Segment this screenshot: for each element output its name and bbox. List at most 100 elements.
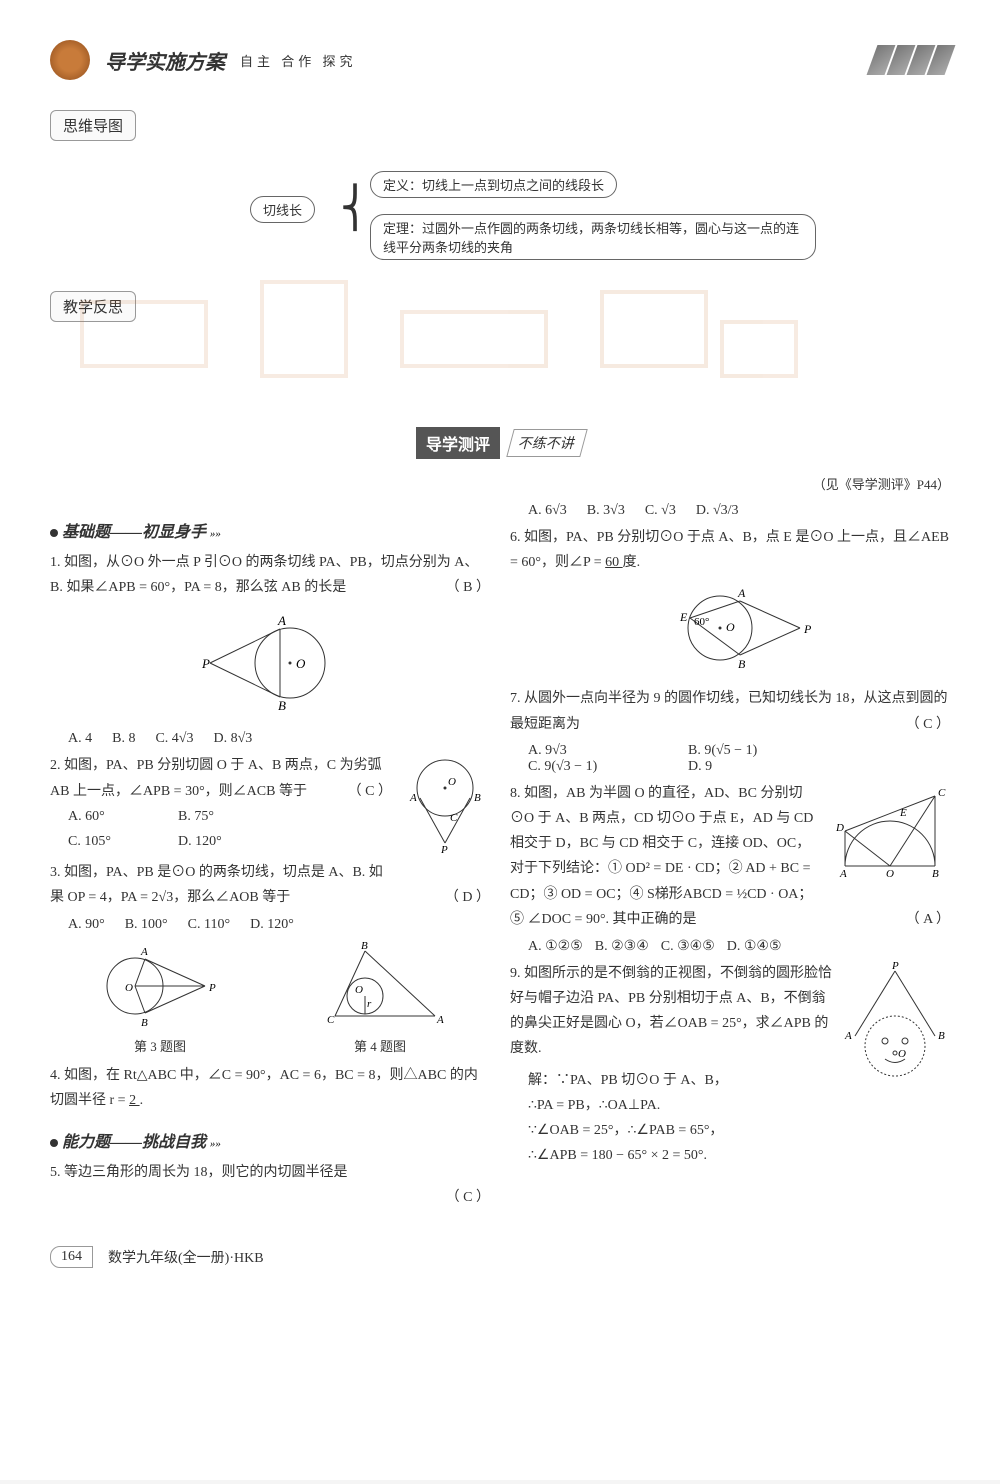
q5-opts: A. 6√3 B. 3√3 C. √3 D. √3/3: [528, 503, 950, 519]
mindmap-def: 定义：切线上一点到切点之间的线段长: [370, 171, 617, 198]
svg-text:A: A: [277, 613, 286, 628]
q3-a: A. 90°: [68, 917, 105, 933]
q3-opts: A. 90° B. 100° C. 110° D. 120°: [68, 917, 490, 933]
q7-d: D. 9: [688, 759, 712, 774]
svg-text:C: C: [450, 812, 458, 824]
eval-title: 导学测评: [416, 427, 500, 459]
brace-icon: ⎨: [340, 184, 370, 231]
svg-text:A: A: [737, 586, 746, 600]
svg-text:O: O: [448, 776, 456, 788]
svg-text:B: B: [932, 868, 939, 880]
mindmap-root: 切线长: [250, 196, 315, 223]
q2: O A B C P 2. 如图，PA、PB 分别切圆 O 于 A、B 两点，C …: [50, 753, 490, 854]
header-stripes-icon: [872, 45, 950, 75]
svg-text:P: P: [891, 961, 899, 972]
q3-c: C. 110°: [188, 917, 230, 933]
svg-text:A: A: [844, 1030, 852, 1042]
q6: 6. 如图，PA、PB 分别切⊙O 于点 A、B，点 E 是⊙O 上一点，且∠A…: [510, 525, 950, 575]
svg-text:E: E: [899, 807, 907, 819]
q3: 3. 如图，PA、PB 是⊙O 的两条切线，切点是 A、B. 如果 OP = 4…: [50, 860, 490, 910]
q2-c: C. 105°: [68, 829, 178, 854]
q1-b: B. 8: [112, 731, 135, 747]
q7-ans: （ C ）: [906, 712, 950, 737]
q9-figure: P A B O: [840, 961, 950, 1100]
svg-text:P: P: [201, 656, 210, 671]
q8: A O B D C E 8. 如图，AB 为半圆 O 的直径，AD、BC 分别切…: [510, 781, 950, 932]
q3-cap: 第 3 题图: [95, 1036, 225, 1055]
header-sub: 自主 合作 探究: [240, 51, 357, 70]
footer-book: 数学九年级(全一册)·HKB: [108, 1247, 264, 1267]
svg-text:A: A: [839, 868, 847, 880]
ability-title: 能力题——挑战自我 »»: [50, 1128, 490, 1152]
mindmap-theorem: 定理：过圆外一点作圆的两条切线，两条切线长相等，圆心与这一点的连线平分两条切线的…: [370, 214, 816, 260]
q6-figure: E 60° A B O P: [510, 583, 950, 678]
svg-text:O: O: [296, 656, 306, 671]
q7: 7. 从圆外一点向半径为 9 的圆作切线，已知切线长为 18，从这点到圆的最短距…: [510, 686, 950, 736]
svg-text:A: A: [140, 946, 148, 958]
ability-title-text: 能力题——挑战自我: [62, 1134, 206, 1151]
header-title: 导学实施方案: [105, 46, 225, 75]
q2-d: D. 120°: [178, 834, 222, 849]
q4-blank: 2: [129, 1093, 140, 1108]
q5-d: D. √3/3: [696, 503, 739, 519]
q4-figure: B C A O r: [315, 941, 445, 1031]
page-number: 164: [50, 1246, 93, 1268]
q5-b: B. 3√3: [587, 503, 625, 519]
mindmap: 切线长 ⎨ 定义：切线上一点到切点之间的线段长 定理：过圆外一点作圆的两条切线，…: [50, 166, 950, 266]
svg-text:60°: 60°: [694, 616, 709, 628]
q5-a: A. 6√3: [528, 503, 567, 519]
svg-text:P: P: [440, 844, 448, 853]
q2-a: A. 60°: [68, 804, 178, 829]
q9: P A B O 9. 如图所示的是不倒翁的正视图，不倒翁的圆形脸恰好与帽子边沿 …: [510, 961, 950, 1062]
q9-sol4: ∴∠APB = 180 − 65° × 2 = 50°.: [528, 1143, 950, 1168]
q8-ans: （ A ）: [906, 907, 950, 932]
q6-blank: 60: [605, 555, 623, 570]
svg-text:B: B: [361, 941, 368, 952]
footer: 164 数学九年级(全一册)·HKB: [50, 1246, 950, 1268]
q4-text: 4. 如图，在 Rt△ABC 中，∠C = 90°，AC = 6，BC = 8，…: [50, 1068, 478, 1108]
svg-text:B: B: [474, 792, 481, 804]
header: 导学实施方案 自主 合作 探究: [50, 40, 950, 80]
q1-text: 1. 如图，从⊙O 外一点 P 引⊙O 的两条切线 PA、PB，切点分别为 A、…: [50, 555, 478, 595]
q2-figure: O A B C P: [400, 753, 490, 862]
q1-opts: A. 4 B. 8 C. 4√3 D. 8√3: [68, 731, 490, 747]
svg-text:O: O: [355, 984, 363, 996]
q6-text: 6. 如图，PA、PB 分别切⊙O 于点 A、B，点 E 是⊙O 上一点，且∠A…: [510, 530, 949, 570]
q1-a: A. 4: [68, 731, 92, 747]
q8-b: B. ②③④: [595, 938, 649, 955]
q4-period: .: [140, 1093, 144, 1108]
mindmap-badge: 思维导图: [50, 110, 136, 141]
q7-opts: A. 9√3B. 9(√5 − 1) C. 9(√3 − 1)D. 9: [528, 743, 950, 775]
q6-suffix: 度.: [623, 555, 641, 570]
svg-text:A: A: [436, 1014, 444, 1026]
q3-text: 3. 如图，PA、PB 是⊙O 的两条切线，切点是 A、B. 如果 OP = 4…: [50, 865, 383, 905]
svg-text:C: C: [938, 787, 946, 799]
svg-text:r: r: [367, 998, 372, 1010]
logo-icon: [50, 40, 90, 80]
svg-text:A: A: [409, 792, 417, 804]
q9-text: 9. 如图所示的是不倒翁的正视图，不倒翁的圆形脸恰好与帽子边沿 PA、PB 分别…: [510, 966, 832, 1057]
right-column: A. 6√3 B. 3√3 C. √3 D. √3/3 6. 如图，PA、PB …: [510, 503, 950, 1216]
q1-d: D. 8√3: [214, 731, 253, 747]
q8-c: C. ③④⑤: [661, 938, 715, 955]
left-column: 基础题——初显身手 »» 1. 如图，从⊙O 外一点 P 引⊙O 的两条切线 P…: [50, 503, 490, 1216]
svg-text:B: B: [141, 1017, 148, 1029]
svg-text:B: B: [738, 657, 746, 671]
q7-b: B. 9(√5 − 1): [688, 743, 757, 758]
svg-text:O: O: [898, 1048, 906, 1060]
q2-ans: （ C ）: [348, 779, 392, 804]
q7-text: 7. 从圆外一点向半径为 9 的圆作切线，已知切线长为 18，从这点到圆的最短距…: [510, 691, 948, 731]
svg-text:O: O: [125, 982, 133, 994]
q5-c: C. √3: [645, 503, 676, 519]
svg-text:O: O: [726, 620, 735, 634]
q5: 5. 等边三角形的周长为 18，则它的内切圆半径是 （ C ）: [50, 1160, 490, 1210]
svg-text:O: O: [886, 868, 894, 880]
eval-sub: 不练不讲: [506, 429, 588, 457]
q8-opts: A. ①②⑤ B. ②③④ C. ③④⑤ D. ①④⑤: [528, 938, 950, 955]
svg-text:B: B: [278, 698, 286, 713]
svg-text:P: P: [208, 982, 216, 994]
q3-figure: A B O P: [95, 941, 225, 1031]
q1-c: C. 4√3: [155, 731, 193, 747]
q1: 1. 如图，从⊙O 外一点 P 引⊙O 的两条切线 PA、PB，切点分别为 A、…: [50, 550, 490, 600]
svg-text:B: B: [938, 1030, 945, 1042]
